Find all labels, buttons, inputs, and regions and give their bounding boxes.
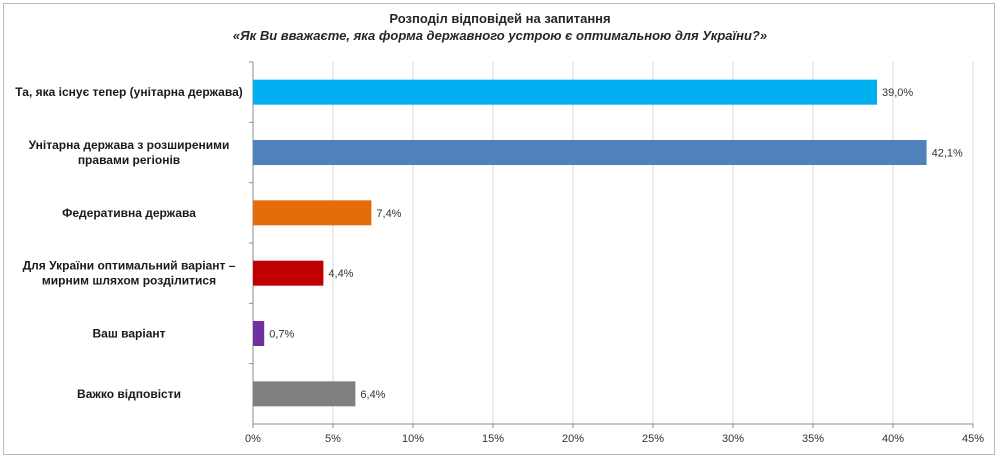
bar bbox=[253, 321, 265, 346]
bar bbox=[253, 140, 927, 165]
data-label: 4,4% bbox=[328, 268, 353, 280]
x-tick-label: 20% bbox=[562, 433, 584, 445]
x-tick-label: 40% bbox=[882, 433, 904, 445]
chart-title: Розподіл відповідей на запитання bbox=[389, 11, 611, 26]
bar bbox=[253, 260, 324, 286]
category-label: Та, яка існує тепер (унітарна держава) bbox=[15, 85, 242, 99]
x-tick-label: 45% bbox=[962, 433, 984, 445]
x-tick-label: 15% bbox=[482, 433, 504, 445]
x-tick-label: 0% bbox=[245, 433, 261, 445]
category-label: Унітарна держава з розширеними bbox=[29, 138, 230, 152]
chart-subtitle: «Як Ви вважаєте, яка форма державного ус… bbox=[232, 28, 768, 43]
x-tick-label: 35% bbox=[802, 433, 824, 445]
data-label: 39,0% bbox=[882, 87, 913, 99]
category-label: правами регіонів bbox=[78, 153, 180, 167]
data-label: 6,4% bbox=[360, 389, 385, 401]
category-label: мирним шляхом розділитися bbox=[42, 274, 216, 288]
bar bbox=[253, 79, 877, 105]
data-label: 0,7% bbox=[269, 329, 294, 341]
category-label: Для України оптимальний варіант – bbox=[23, 259, 236, 273]
x-tick-label: 10% bbox=[402, 433, 424, 445]
category-label: Федеративна держава bbox=[62, 206, 196, 220]
bar bbox=[253, 381, 356, 407]
x-tick-label: 30% bbox=[722, 433, 744, 445]
x-tick-label: 25% bbox=[642, 433, 664, 445]
data-label: 42,1% bbox=[932, 148, 963, 160]
category-label: Ваш варіант bbox=[92, 327, 165, 341]
data-label: 7,4% bbox=[376, 208, 401, 220]
bar bbox=[253, 200, 372, 226]
category-label: Важко відповісти bbox=[77, 387, 181, 401]
chart-frame bbox=[3, 3, 995, 455]
x-tick-label: 5% bbox=[325, 433, 341, 445]
